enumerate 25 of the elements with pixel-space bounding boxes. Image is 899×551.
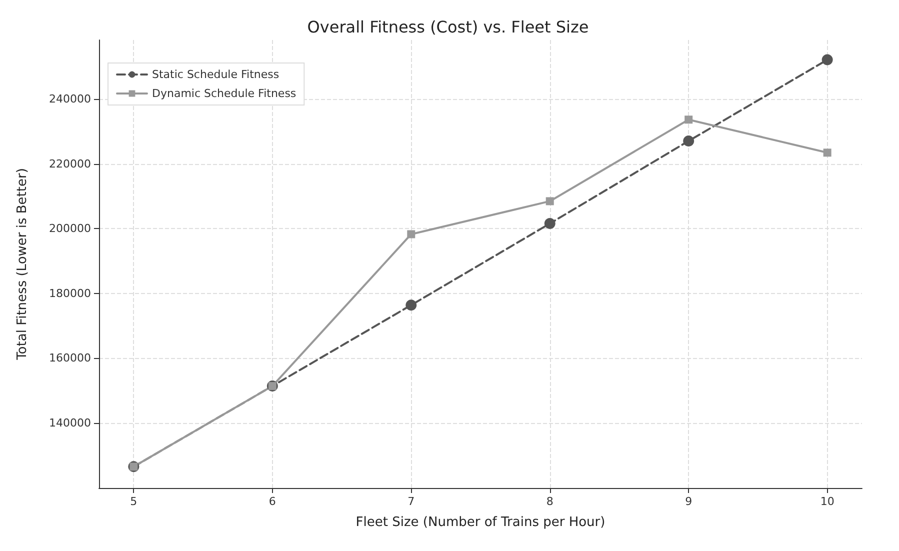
y-tick-label: 240000 — [49, 92, 91, 106]
point — [684, 116, 693, 124]
x-tick-label: 10 — [820, 495, 834, 508]
y-tick-label: 140000 — [49, 416, 91, 430]
y-tick-label: 220000 — [49, 157, 91, 170]
x-axis-title: Fleet Size (Number of Trains per Hour) — [356, 515, 606, 530]
y-tick-label: 180000 — [49, 286, 91, 300]
point — [546, 197, 554, 206]
x-tick-label: 5 — [130, 495, 138, 508]
point — [683, 135, 694, 146]
point — [822, 54, 833, 66]
y-axis-title: Total Fitness (Lower is Better) — [15, 168, 30, 361]
y-tick-label: 200000 — [49, 222, 91, 236]
legend-label: Static Schedule Fitness — [152, 68, 280, 81]
point — [406, 300, 417, 311]
legend-label: Dynamic Schedule Fitness — [152, 87, 296, 100]
chart-title: Overall Fitness (Cost) vs. Fleet Size — [307, 18, 589, 36]
point — [544, 218, 556, 230]
x-tick-label: 9 — [685, 495, 692, 508]
x-tick-label: 8 — [546, 495, 554, 508]
x-tick-label: 6 — [268, 495, 276, 508]
point — [407, 230, 416, 238]
y-tick-label: 160000 — [49, 352, 91, 365]
point — [823, 148, 832, 157]
x-tick-label: 7 — [408, 495, 415, 508]
